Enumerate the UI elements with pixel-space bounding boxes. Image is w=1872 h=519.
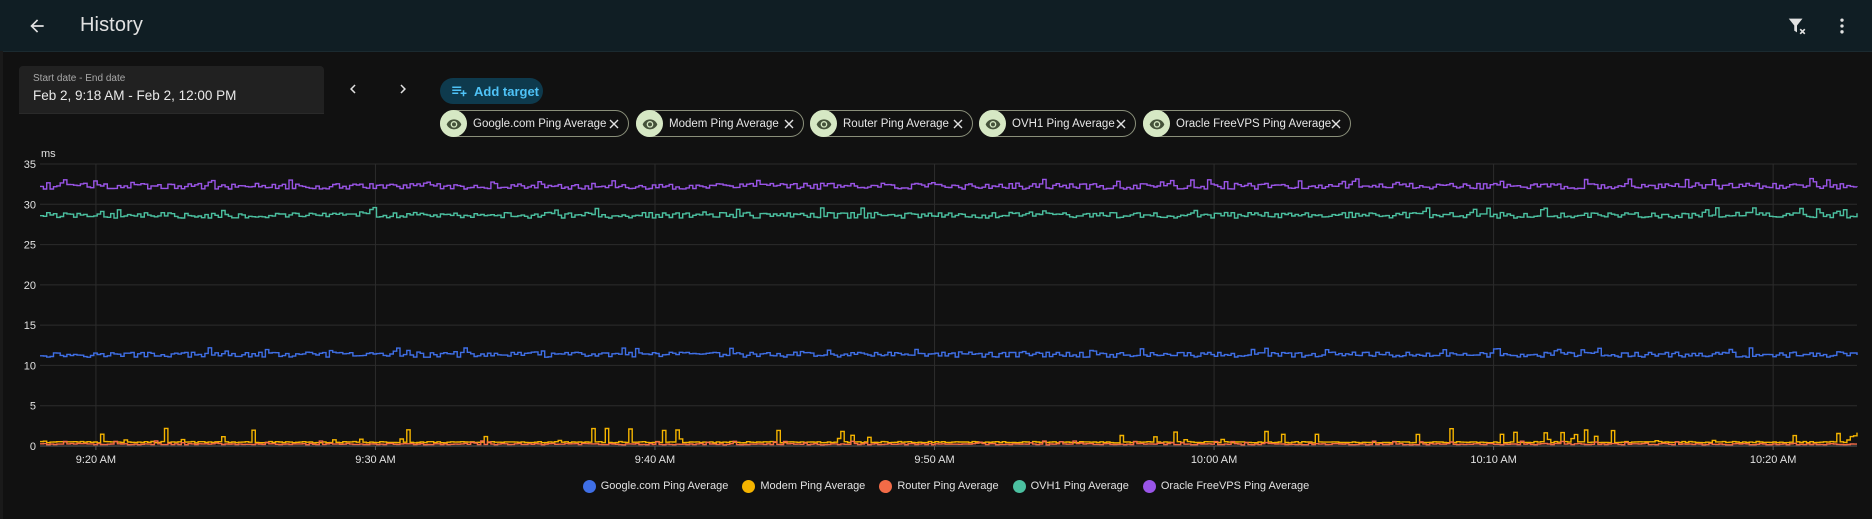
legend-dot — [742, 479, 756, 493]
series-line-1[interactable] — [40, 427, 1858, 444]
add-target-button[interactable]: Add target — [440, 78, 543, 104]
series-line-3[interactable] — [40, 206, 1858, 219]
y-tick-label: 20 — [24, 280, 36, 292]
series-line-4[interactable] — [40, 177, 1858, 190]
x-axis-ticks: 9:20 AM 9:30 AM 9:40 AM 9:50 AM 10:00 AM 10:1… — [76, 446, 1796, 466]
target-chip-label: Modem Ping Average — [669, 117, 779, 130]
eye-icon[interactable] — [979, 110, 1006, 137]
dots-vertical-icon — [1840, 18, 1844, 34]
legend-item-google[interactable]: Google.com Ping Average — [582, 476, 729, 496]
previous-range-button[interactable] — [333, 69, 373, 109]
legend-label: Oracle FreeVPS Ping Average — [1160, 480, 1310, 492]
x-tick-label: 9:40 AM — [635, 454, 675, 466]
legend-dot — [879, 479, 893, 493]
close-icon[interactable] — [1331, 119, 1341, 129]
eye-icon[interactable] — [440, 110, 467, 137]
x-tick-label: 9:20 AM — [76, 454, 116, 466]
chart-grid — [40, 163, 1857, 447]
chart-series — [40, 177, 1858, 446]
chart-legend: Google.com Ping Average Modem Ping Avera… — [0, 476, 1872, 496]
target-chip-oracle[interactable]: Oracle FreeVPS Ping Average — [1143, 110, 1351, 137]
target-chip-label: Google.com Ping Average — [473, 117, 607, 130]
side-strip — [0, 51, 3, 519]
target-chip-label: OVH1 Ping Average — [1012, 117, 1115, 130]
series-line-2[interactable] — [40, 440, 1857, 446]
y-axis-unit: ms — [41, 148, 56, 160]
legend-item-router[interactable]: Router Ping Average — [879, 476, 999, 496]
add-target-label: Add target — [474, 83, 539, 99]
legend-item-oracle[interactable]: Oracle FreeVPS Ping Average — [1142, 476, 1310, 496]
playlist-plus-icon — [452, 86, 467, 97]
y-tick-label: 30 — [24, 199, 36, 211]
target-chip-google[interactable]: Google.com Ping Average — [440, 110, 629, 137]
y-tick-label: 5 — [30, 401, 36, 413]
date-range-label: Start date - End date — [33, 73, 126, 84]
legend-dot — [1012, 479, 1026, 493]
close-icon[interactable] — [784, 119, 794, 129]
target-chip-label: Router Ping Average — [843, 117, 949, 130]
target-chip-modem[interactable]: Modem Ping Average — [636, 110, 804, 137]
y-tick-label: 10 — [24, 360, 36, 372]
x-tick-label: 10:20 AM — [1750, 454, 1796, 466]
y-tick-label: 0 — [30, 441, 36, 453]
legend-dot — [1142, 479, 1156, 493]
chevron-right-icon — [400, 84, 406, 94]
page-title: History — [80, 14, 143, 36]
legend-item-ovh1[interactable]: OVH1 Ping Average — [1012, 476, 1129, 496]
date-range-picker[interactable]: Start date - End date Feb 2, 9:18 AM - F… — [19, 66, 324, 114]
top-app-bar: History — [0, 0, 1872, 52]
clear-filter-button[interactable] — [1777, 6, 1817, 46]
close-icon[interactable] — [1116, 119, 1126, 129]
filter-remove-icon — [1788, 18, 1806, 35]
back-button[interactable] — [17, 6, 57, 46]
y-axis-ticks: 0 5 10 15 20 25 30 35 — [24, 159, 36, 453]
legend-label: Google.com Ping Average — [600, 480, 729, 492]
eye-icon[interactable] — [1143, 110, 1170, 137]
target-chip-router[interactable]: Router Ping Average — [810, 110, 973, 137]
legend-label: Modem Ping Average — [760, 480, 866, 492]
y-tick-label: 15 — [24, 320, 36, 332]
x-tick-label: 10:10 AM — [1470, 454, 1516, 466]
close-icon[interactable] — [953, 119, 963, 129]
y-tick-label: 35 — [24, 159, 36, 171]
chevron-left-icon — [350, 84, 356, 94]
legend-item-modem[interactable]: Modem Ping Average — [742, 476, 865, 496]
x-tick-label: 9:30 AM — [355, 454, 395, 466]
overflow-menu-button[interactable] — [1822, 6, 1862, 46]
target-chip-label: Oracle FreeVPS Ping Average — [1176, 117, 1332, 130]
x-tick-label: 10:00 AM — [1191, 454, 1237, 466]
y-tick-label: 25 — [24, 240, 36, 252]
legend-dot — [582, 479, 596, 493]
target-chip-ovh1[interactable]: OVH1 Ping Average — [979, 110, 1136, 137]
next-range-button[interactable] — [383, 69, 423, 109]
close-icon[interactable] — [609, 119, 619, 129]
arrow-left-icon — [30, 19, 44, 33]
x-tick-label: 9:50 AM — [914, 454, 954, 466]
eye-icon[interactable] — [810, 110, 837, 137]
eye-icon[interactable] — [636, 110, 663, 137]
series-line-0[interactable] — [40, 347, 1858, 358]
legend-label: Router Ping Average — [897, 480, 999, 492]
date-range-value: Feb 2, 9:18 AM - Feb 2, 12:00 PM — [33, 88, 237, 103]
legend-label: OVH1 Ping Average — [1030, 480, 1129, 492]
